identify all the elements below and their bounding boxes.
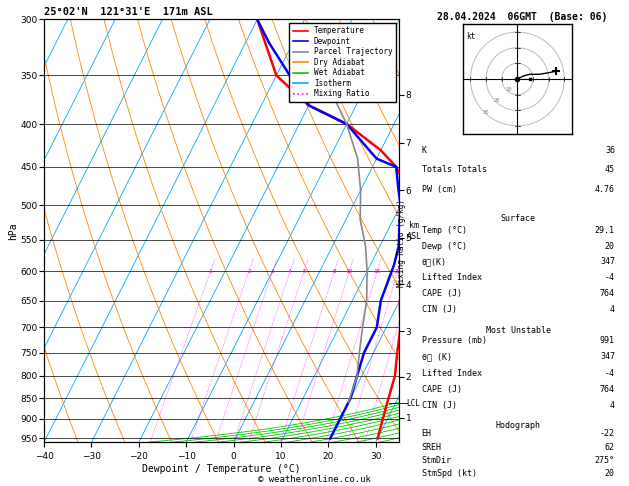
Text: 20: 20 [494, 98, 501, 104]
Text: 347: 347 [600, 257, 615, 266]
Text: 3: 3 [270, 269, 274, 274]
Text: 25°02'N  121°31'E  171m ASL: 25°02'N 121°31'E 171m ASL [44, 7, 213, 17]
Text: Pressure (mb): Pressure (mb) [421, 336, 487, 345]
Text: 991: 991 [600, 336, 615, 345]
Text: Mixing Ratio (g/kg): Mixing Ratio (g/kg) [397, 199, 406, 287]
X-axis label: Dewpoint / Temperature (°C): Dewpoint / Temperature (°C) [142, 464, 301, 474]
Text: 8: 8 [333, 269, 336, 274]
Text: 275°: 275° [595, 456, 615, 465]
Text: 4: 4 [610, 305, 615, 313]
Text: StmSpd (kt): StmSpd (kt) [421, 469, 477, 478]
Y-axis label: km
ASL: km ASL [407, 221, 421, 241]
Text: -4: -4 [605, 369, 615, 378]
Text: SREH: SREH [421, 443, 442, 451]
Text: 764: 764 [600, 289, 615, 298]
Text: 10: 10 [506, 87, 512, 92]
Text: 10: 10 [345, 269, 353, 274]
Text: θᴄ (K): θᴄ (K) [421, 352, 452, 361]
Text: 1: 1 [209, 269, 213, 274]
Text: CAPE (J): CAPE (J) [421, 385, 462, 394]
Text: 15: 15 [374, 269, 381, 274]
Text: EH: EH [421, 430, 431, 438]
Text: Totals Totals: Totals Totals [421, 165, 487, 174]
Text: Surface: Surface [501, 214, 536, 224]
Text: 4: 4 [288, 269, 292, 274]
Text: -4: -4 [605, 273, 615, 282]
Text: θᴄ(K): θᴄ(K) [421, 257, 447, 266]
Legend: Temperature, Dewpoint, Parcel Trajectory, Dry Adiabat, Wet Adiabat, Isotherm, Mi: Temperature, Dewpoint, Parcel Trajectory… [289, 23, 396, 102]
Text: 20: 20 [605, 469, 615, 478]
Text: PW (cm): PW (cm) [421, 185, 457, 194]
Text: StmDir: StmDir [421, 456, 452, 465]
Text: 28.04.2024  06GMT  (Base: 06): 28.04.2024 06GMT (Base: 06) [437, 12, 607, 22]
Text: 764: 764 [600, 385, 615, 394]
Text: 20: 20 [394, 269, 401, 274]
Text: 2: 2 [247, 269, 251, 274]
Text: Lifted Index: Lifted Index [421, 369, 482, 378]
Y-axis label: hPa: hPa [8, 222, 18, 240]
Text: CIN (J): CIN (J) [421, 305, 457, 313]
Text: -22: -22 [600, 430, 615, 438]
Text: Dewp (°C): Dewp (°C) [421, 242, 467, 250]
Text: 45: 45 [605, 165, 615, 174]
Text: 62: 62 [605, 443, 615, 451]
Text: K: K [421, 146, 426, 155]
Text: 5: 5 [302, 269, 306, 274]
Text: CAPE (J): CAPE (J) [421, 289, 462, 298]
Text: Lifted Index: Lifted Index [421, 273, 482, 282]
Text: 29.1: 29.1 [595, 226, 615, 235]
Text: 36: 36 [605, 146, 615, 155]
Text: Hodograph: Hodograph [496, 421, 541, 430]
Text: CIN (J): CIN (J) [421, 401, 457, 410]
Text: Temp (°C): Temp (°C) [421, 226, 467, 235]
Text: LCL: LCL [406, 399, 420, 408]
Text: 4.76: 4.76 [595, 185, 615, 194]
Text: © weatheronline.co.uk: © weatheronline.co.uk [258, 474, 371, 484]
Text: kt: kt [466, 32, 475, 41]
Text: 4: 4 [610, 401, 615, 410]
Text: Most Unstable: Most Unstable [486, 326, 551, 335]
Text: 347: 347 [600, 352, 615, 361]
Text: 30: 30 [482, 110, 489, 115]
Text: 20: 20 [605, 242, 615, 250]
